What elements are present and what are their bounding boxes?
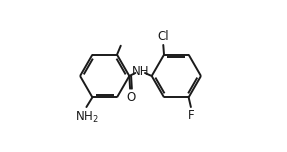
Text: NH: NH bbox=[132, 65, 149, 78]
Text: Cl: Cl bbox=[158, 30, 169, 43]
Text: NH$_2$: NH$_2$ bbox=[75, 110, 99, 125]
Text: F: F bbox=[188, 109, 194, 122]
Text: O: O bbox=[126, 91, 135, 104]
